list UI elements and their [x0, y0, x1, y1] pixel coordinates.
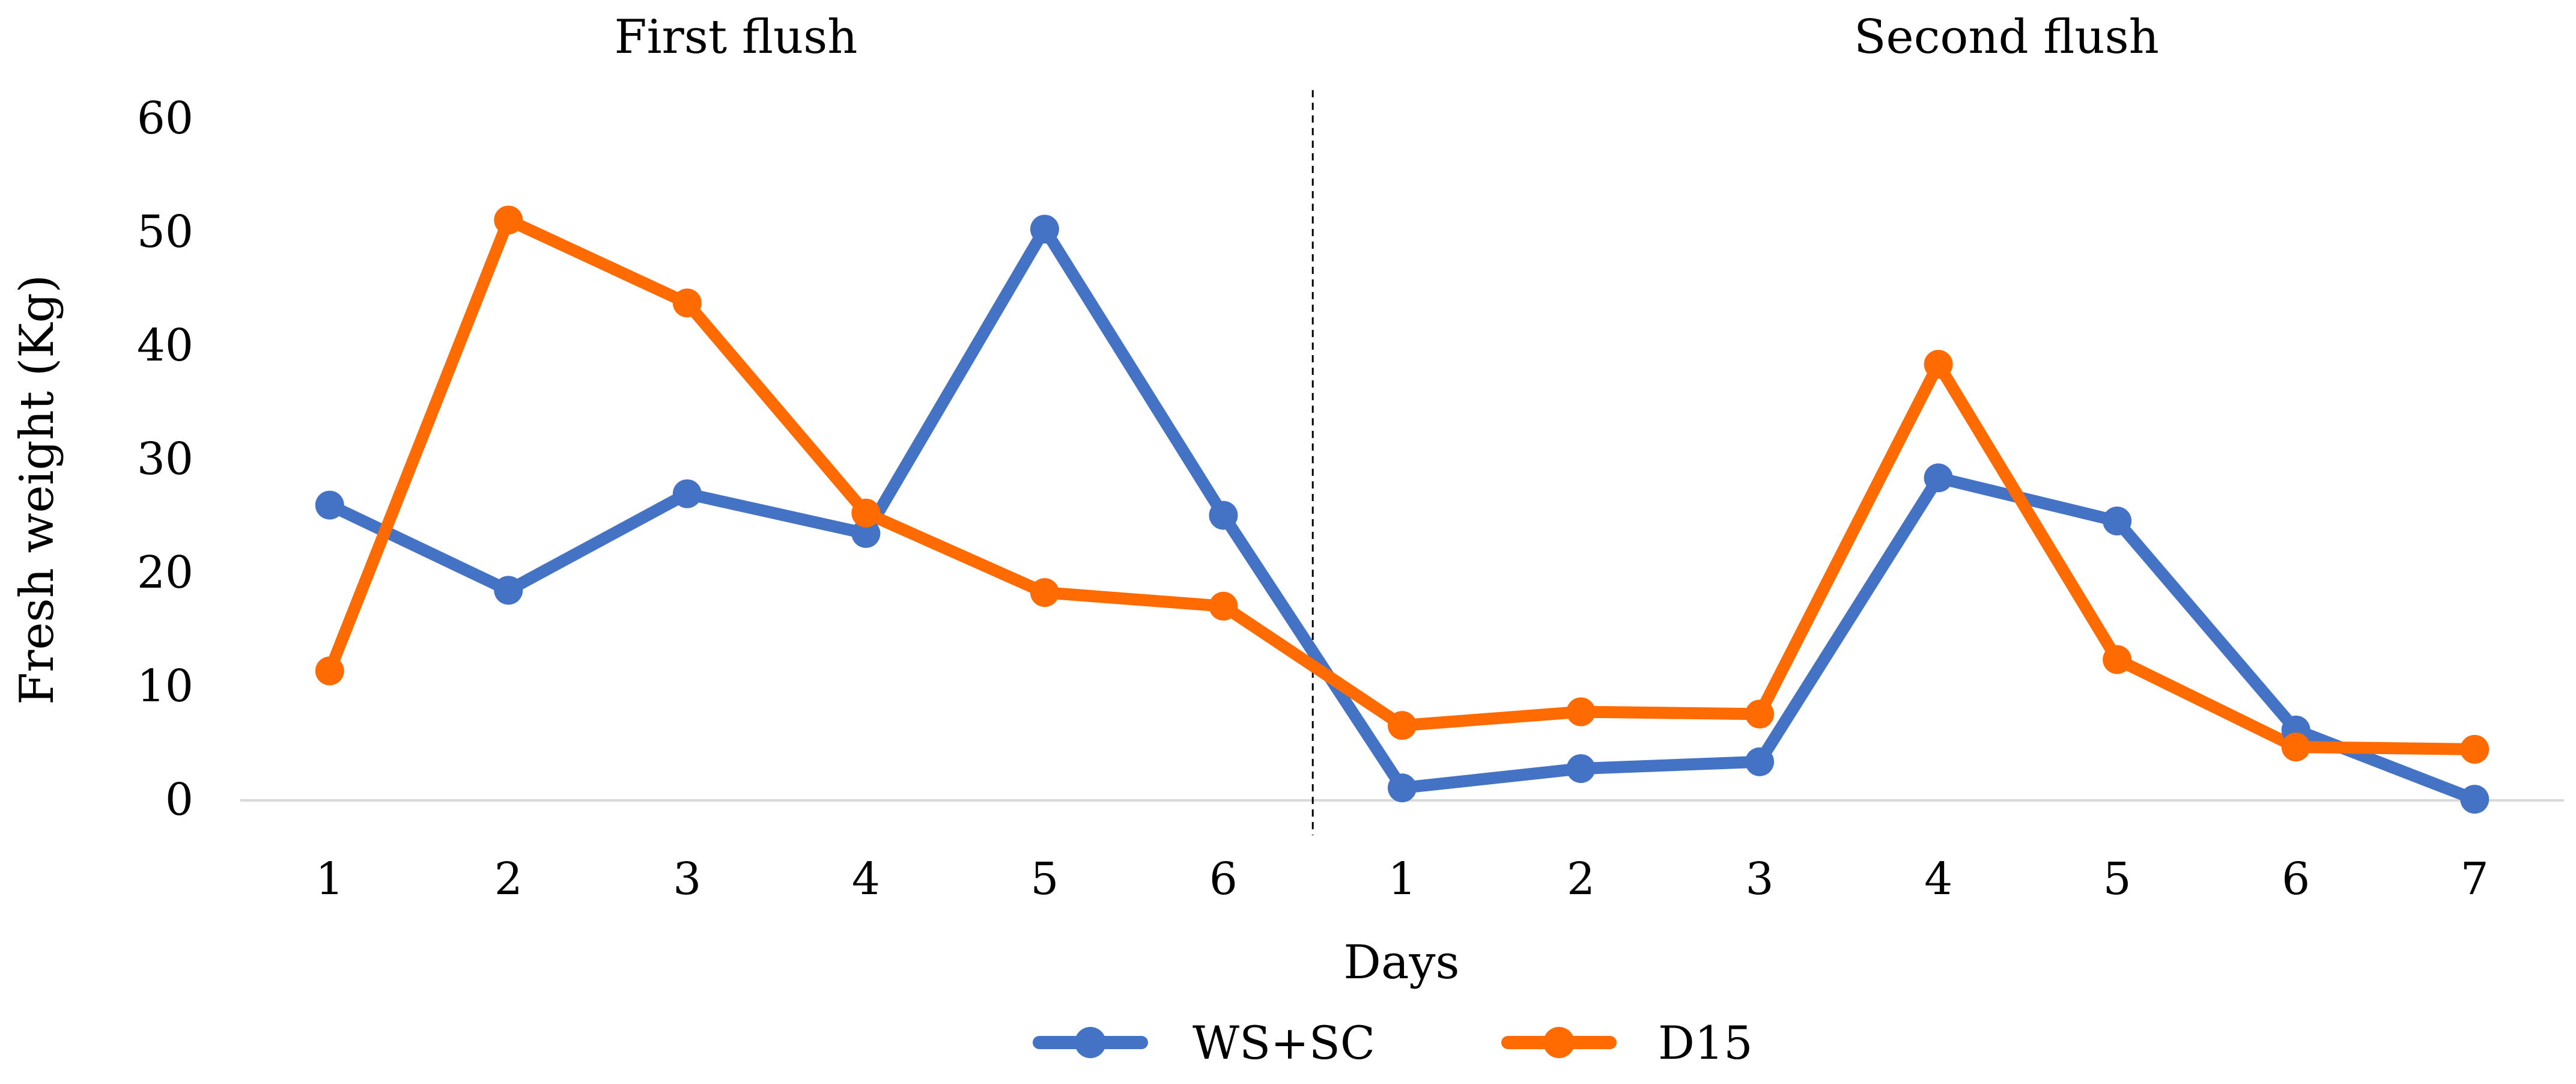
data-point-ws-sc	[1030, 215, 1059, 244]
x-tick-label: 3	[1746, 853, 1774, 905]
data-point-d15	[315, 656, 344, 686]
x-axis-ticks: 1 2 3 4 5 6 1 2 3 4 5 6 7	[315, 853, 2489, 905]
legend-marker-ws-sc	[1075, 1027, 1106, 1058]
x-tick-label: 6	[1209, 853, 1238, 905]
y-tick-label: 60	[137, 93, 193, 144]
x-tick-label: 7	[2461, 853, 2489, 905]
x-tick-label: 5	[1030, 853, 1059, 905]
data-point-ws-sc	[1209, 501, 1238, 530]
data-point-d15	[1566, 697, 1596, 726]
section-title-second-flush: Second flush	[1854, 10, 2159, 64]
y-axis-title: Fresh weight (Kg)	[10, 275, 64, 705]
data-point-ws-sc	[494, 576, 523, 605]
y-tick-label: 10	[137, 660, 193, 712]
data-point-ws-sc	[1566, 754, 1596, 784]
y-tick-label: 30	[137, 433, 193, 485]
y-tick-label: 0	[165, 774, 193, 826]
data-point-ws-sc	[851, 519, 881, 548]
section-title-first-flush: First flush	[614, 10, 857, 64]
data-point-d15	[1388, 711, 1417, 740]
data-point-ws-sc	[672, 479, 702, 508]
data-point-ws-sc	[1745, 747, 1775, 776]
legend-label-d15: D15	[1658, 1016, 1753, 1070]
y-axis-ticks: 0 10 20 30 40 50 60	[137, 93, 193, 826]
legend-marker-d15	[1543, 1027, 1575, 1058]
y-tick-label: 20	[137, 547, 193, 598]
x-tick-label: 2	[1567, 853, 1595, 905]
data-point-d15	[1209, 591, 1238, 621]
x-axis-title: Days	[1343, 936, 1459, 990]
series-points	[315, 206, 2489, 814]
legend: WS+SC D15	[1033, 1016, 1753, 1070]
legend-label-ws-sc: WS+SC	[1192, 1016, 1375, 1070]
data-point-ws-sc	[315, 490, 344, 520]
data-point-d15	[1745, 699, 1775, 729]
data-point-d15	[2460, 734, 2489, 764]
x-tick-label: 2	[494, 853, 523, 905]
x-tick-label: 4	[1924, 853, 1952, 905]
data-point-ws-sc	[2103, 507, 2132, 536]
x-tick-label: 6	[2282, 853, 2310, 905]
data-point-ws-sc	[1388, 773, 1417, 803]
y-tick-label: 40	[137, 320, 193, 371]
data-point-d15	[2103, 645, 2132, 674]
data-point-d15	[672, 288, 702, 318]
data-point-d15	[1030, 578, 1059, 607]
x-tick-label: 4	[852, 853, 880, 905]
x-tick-label: 5	[2103, 853, 2131, 905]
y-tick-label: 50	[137, 206, 193, 258]
data-point-d15	[494, 206, 523, 235]
data-point-d15	[1924, 350, 1953, 379]
x-tick-label: 1	[1388, 853, 1416, 905]
data-point-d15	[851, 498, 881, 528]
data-point-ws-sc	[1924, 463, 1953, 493]
x-tick-label: 1	[315, 853, 344, 905]
series-line-d15	[323, 214, 2481, 755]
data-point-ws-sc	[2460, 785, 2489, 814]
data-point-d15	[2281, 732, 2310, 762]
x-tick-label: 3	[673, 853, 701, 905]
